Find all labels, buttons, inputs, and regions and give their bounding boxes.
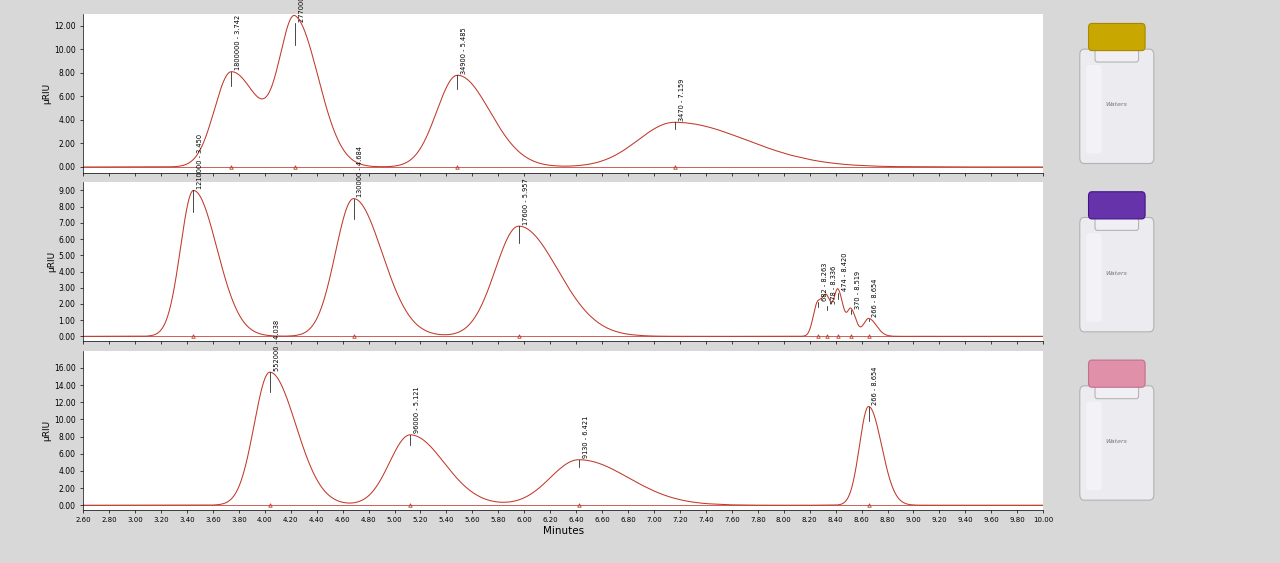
Text: 266 - 8.654: 266 - 8.654 <box>873 367 878 405</box>
FancyBboxPatch shape <box>1096 376 1139 399</box>
Text: 9130 - 6.421: 9130 - 6.421 <box>582 416 589 458</box>
Text: Waters: Waters <box>1106 102 1128 108</box>
FancyBboxPatch shape <box>1088 360 1146 387</box>
Text: 96000 - 5.121: 96000 - 5.121 <box>415 387 420 434</box>
Text: 1210000 - 3.450: 1210000 - 3.450 <box>197 134 204 189</box>
Text: 266 - 8.654: 266 - 8.654 <box>873 279 878 317</box>
FancyBboxPatch shape <box>1088 24 1146 51</box>
X-axis label: Minutes: Minutes <box>543 526 584 536</box>
Y-axis label: μRIU: μRIU <box>47 251 56 272</box>
FancyBboxPatch shape <box>1080 386 1153 500</box>
Text: 34900 - 5.485: 34900 - 5.485 <box>461 27 467 74</box>
Text: 552000 - 4.038: 552000 - 4.038 <box>274 319 279 370</box>
FancyBboxPatch shape <box>1080 217 1153 332</box>
FancyBboxPatch shape <box>1080 49 1153 163</box>
Y-axis label: μRIU: μRIU <box>42 83 51 104</box>
Text: 682 - 8.263: 682 - 8.263 <box>822 262 828 301</box>
Text: 1800000 - 3.742: 1800000 - 3.742 <box>236 15 241 70</box>
Text: Waters: Waters <box>1106 271 1128 276</box>
Y-axis label: μRIU: μRIU <box>42 419 51 441</box>
FancyBboxPatch shape <box>1087 65 1102 154</box>
Text: 130000 - 4.684: 130000 - 4.684 <box>357 146 364 197</box>
FancyBboxPatch shape <box>1088 192 1146 219</box>
Text: Waters: Waters <box>1106 439 1128 444</box>
FancyBboxPatch shape <box>1087 233 1102 322</box>
FancyBboxPatch shape <box>1096 39 1139 62</box>
Text: 277000 - 4.235: 277000 - 4.235 <box>300 0 305 22</box>
Text: 578 - 8.336: 578 - 8.336 <box>831 266 837 304</box>
FancyBboxPatch shape <box>1096 208 1139 230</box>
FancyBboxPatch shape <box>1087 401 1102 490</box>
Text: 474 - 8.420: 474 - 8.420 <box>842 252 849 291</box>
Text: 3470 - 7.159: 3470 - 7.159 <box>678 78 685 120</box>
Text: 370 - 8.519: 370 - 8.519 <box>855 271 861 309</box>
Text: 17600 - 5.957: 17600 - 5.957 <box>522 178 529 225</box>
